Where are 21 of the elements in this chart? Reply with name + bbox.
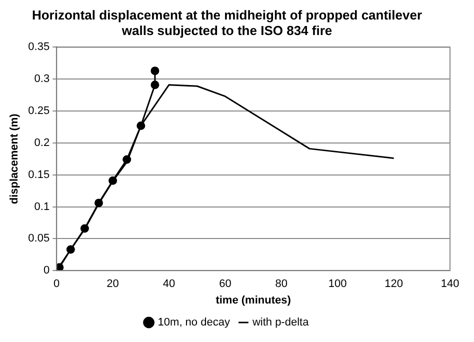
x-tick-label: 0 xyxy=(54,278,60,290)
y-tick-label: 0.35 xyxy=(28,41,50,54)
y-tick-label: 0.1 xyxy=(34,200,50,213)
y-tick-label: 0.05 xyxy=(28,232,50,245)
chart-title: Horizontal displacement at the midheight of propped cantilever walls subjected to the ISO 834 fire xyxy=(32,7,422,38)
x-tick-label: 20 xyxy=(106,278,119,290)
x-tick-label: 80 xyxy=(275,278,288,290)
y-tick-label: 0 xyxy=(43,264,50,277)
x-axis-title: time (minutes) xyxy=(216,294,292,306)
y-tick-label: 0.15 xyxy=(28,168,50,181)
x-tick-label: 120 xyxy=(384,278,403,290)
legend-label: 10m, no decay xyxy=(158,316,230,329)
legend-label: with p-delta xyxy=(251,316,310,329)
y-axis-title: displacement (m) xyxy=(8,113,21,204)
x-tick-label: 60 xyxy=(219,278,232,290)
x-tick-label: 40 xyxy=(162,278,176,290)
y-tick-label: 0.3 xyxy=(34,73,50,86)
x-tick-label: 140 xyxy=(440,278,460,290)
y-tick-label: 0.25 xyxy=(28,105,50,118)
y-tick-label: 0.2 xyxy=(34,136,50,149)
x-tick-label: 100 xyxy=(328,278,347,290)
